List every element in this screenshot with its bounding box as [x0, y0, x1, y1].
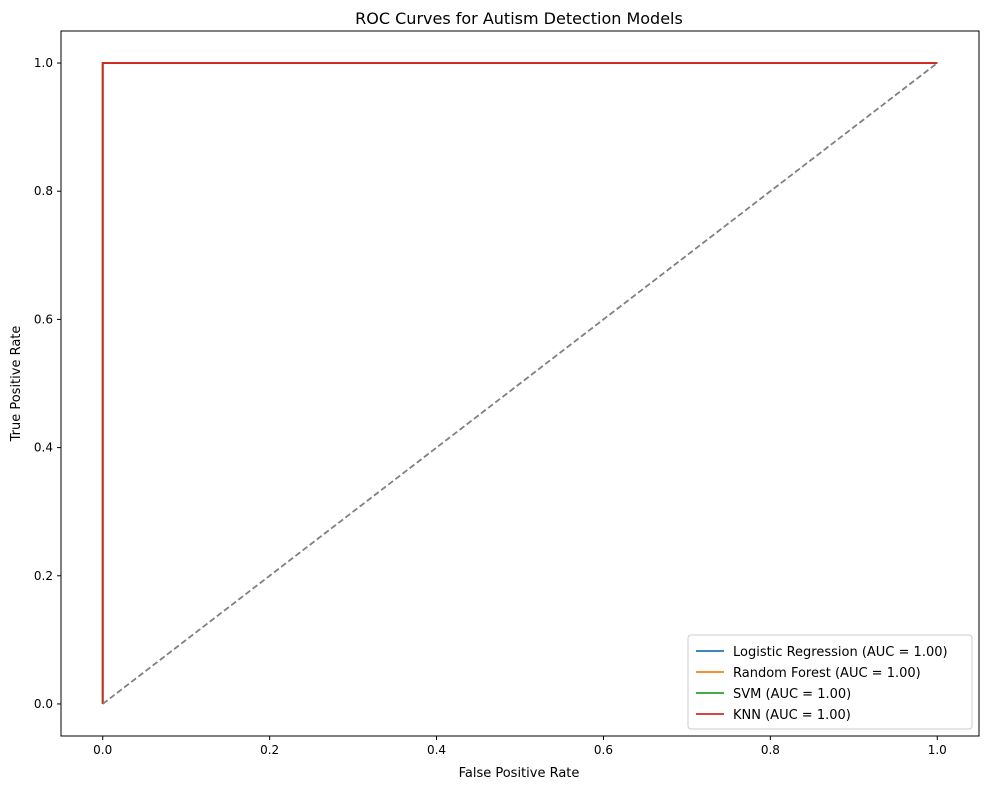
- legend: Logistic Regression (AUC = 1.00) Random F…: [687, 634, 973, 730]
- x-tick-label: 1.0: [928, 743, 947, 757]
- y-tick-label: 1.0: [34, 56, 53, 70]
- x-tick-label: 0.4: [427, 743, 446, 757]
- legend-label: Random Forest (AUC = 1.00): [733, 666, 921, 681]
- y-tick-label: 0.8: [34, 184, 53, 198]
- legend-label: SVM (AUC = 1.00): [733, 687, 851, 702]
- reference-diagonal-line: [102, 62, 938, 705]
- series-line-3: [101, 62, 938, 704]
- y-tick-label: 0.6: [34, 312, 53, 326]
- legend-label: KNN (AUC = 1.00): [733, 708, 851, 723]
- y-tick-label: 0.0: [34, 697, 53, 711]
- x-tick-label: 0.2: [260, 743, 279, 757]
- chart-title: ROC Curves for Autism Detection Models: [355, 9, 683, 28]
- x-tick-label: 0.0: [93, 743, 112, 757]
- y-axis-label: True Positive Rate: [9, 326, 24, 443]
- x-axis: 0.0 0.2 0.4 0.6 0.8 1.0: [93, 736, 947, 757]
- x-tick-label: 0.8: [761, 743, 780, 757]
- x-tick-label: 0.6: [594, 743, 613, 757]
- plot-area: [60, 30, 980, 737]
- y-axis: 0.0 0.2 0.4 0.6 0.8 1.0: [34, 56, 61, 711]
- y-tick-label: 0.4: [34, 441, 53, 455]
- legend-label: Logistic Regression (AUC = 1.00): [733, 645, 948, 660]
- legend-box: [687, 634, 973, 730]
- x-axis-label: False Positive Rate: [459, 766, 580, 781]
- y-tick-label: 0.2: [34, 569, 53, 583]
- series-layer: [101, 62, 938, 705]
